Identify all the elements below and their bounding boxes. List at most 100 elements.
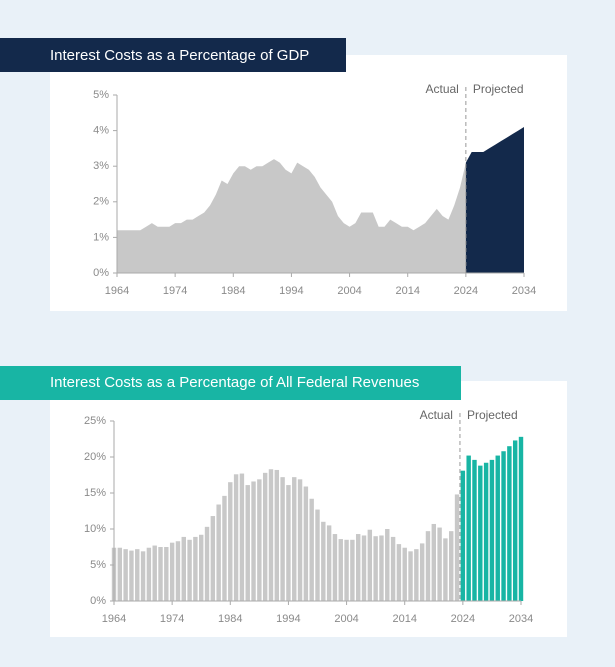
bar xyxy=(152,545,157,601)
y-tick-label: 2% xyxy=(93,196,109,208)
bar xyxy=(292,477,297,601)
y-tick-label: 5% xyxy=(93,89,109,101)
x-tick-label: 2004 xyxy=(334,613,358,625)
y-tick-label: 1% xyxy=(93,231,109,243)
bar xyxy=(408,551,413,601)
bar xyxy=(355,534,361,601)
x-tick-label: 2024 xyxy=(454,285,478,297)
bar xyxy=(431,523,436,601)
bar xyxy=(135,549,140,601)
title-banner xyxy=(0,38,346,72)
bar xyxy=(297,479,303,601)
bar xyxy=(222,495,227,601)
bar xyxy=(164,547,169,601)
bar xyxy=(303,486,309,601)
bar xyxy=(158,547,163,601)
x-tick-label: 2034 xyxy=(509,613,533,625)
bar xyxy=(338,539,343,601)
x-tick-label: 1984 xyxy=(218,613,242,625)
y-tick-label: 5% xyxy=(90,559,106,571)
y-tick-label: 20% xyxy=(84,451,106,463)
chart-title: Interest Costs as a Percentage of GDP xyxy=(50,47,309,64)
area xyxy=(465,127,524,273)
bar xyxy=(228,482,233,601)
legend-label: Projected xyxy=(473,82,524,96)
bar xyxy=(367,529,373,601)
bar xyxy=(309,498,314,601)
x-tick-label: 1994 xyxy=(279,285,303,297)
bar xyxy=(332,534,338,601)
bar xyxy=(402,547,407,601)
bar xyxy=(140,551,146,601)
bar xyxy=(344,539,349,601)
bar xyxy=(454,494,460,601)
bar xyxy=(193,536,198,601)
x-tick-label: 2014 xyxy=(392,613,416,625)
bar xyxy=(315,509,320,601)
bar xyxy=(460,470,466,601)
bar xyxy=(396,544,402,601)
bar xyxy=(245,485,250,601)
y-tick-label: 25% xyxy=(84,415,106,427)
bar xyxy=(373,536,378,601)
bar xyxy=(489,459,495,601)
x-tick-label: 1964 xyxy=(105,285,129,297)
legend-label: Projected xyxy=(467,408,518,422)
bar xyxy=(199,534,204,601)
bar xyxy=(385,529,390,601)
title-banner xyxy=(0,366,461,400)
bar xyxy=(262,472,268,601)
bar xyxy=(146,547,152,601)
bar xyxy=(268,469,274,601)
bar xyxy=(361,535,367,601)
chart-title: Interest Costs as a Percentage of All Fe… xyxy=(50,374,419,391)
bar xyxy=(280,477,285,601)
bar xyxy=(512,440,518,601)
bar xyxy=(129,550,134,601)
bar xyxy=(507,446,512,601)
bar xyxy=(175,541,181,601)
bar xyxy=(466,455,471,601)
bar xyxy=(210,516,216,601)
bar xyxy=(419,543,425,601)
bar xyxy=(181,536,186,601)
bar xyxy=(233,474,239,601)
bar xyxy=(239,473,245,601)
y-tick-label: 15% xyxy=(84,487,106,499)
bar xyxy=(390,536,396,601)
x-tick-label: 1974 xyxy=(160,613,184,625)
bar xyxy=(169,542,175,601)
bar xyxy=(187,539,192,601)
bar xyxy=(251,481,256,601)
bar xyxy=(204,526,210,601)
bar xyxy=(216,504,221,601)
bar xyxy=(117,547,123,601)
bar xyxy=(501,451,506,601)
bar xyxy=(443,538,448,601)
bar xyxy=(257,479,262,601)
x-tick-label: 1994 xyxy=(276,613,300,625)
legend-label: Actual xyxy=(425,82,458,96)
y-tick-label: 0% xyxy=(93,267,109,279)
x-tick-label: 1974 xyxy=(163,285,187,297)
x-tick-label: 2014 xyxy=(395,285,419,297)
bar xyxy=(379,535,384,601)
bar xyxy=(425,531,431,601)
bar xyxy=(495,455,500,601)
bar xyxy=(286,485,291,601)
x-tick-label: 2024 xyxy=(451,613,475,625)
bar xyxy=(414,549,419,601)
area xyxy=(117,159,466,273)
bar xyxy=(518,436,524,601)
bar xyxy=(437,527,442,601)
x-tick-label: 2004 xyxy=(337,285,361,297)
y-tick-label: 3% xyxy=(93,160,109,172)
bar xyxy=(326,525,332,601)
x-tick-label: 1964 xyxy=(102,613,126,625)
bar xyxy=(472,459,477,601)
y-tick-label: 4% xyxy=(93,125,109,137)
y-tick-label: 10% xyxy=(84,523,106,535)
y-tick-label: 0% xyxy=(90,595,106,607)
x-tick-label: 1984 xyxy=(221,285,245,297)
